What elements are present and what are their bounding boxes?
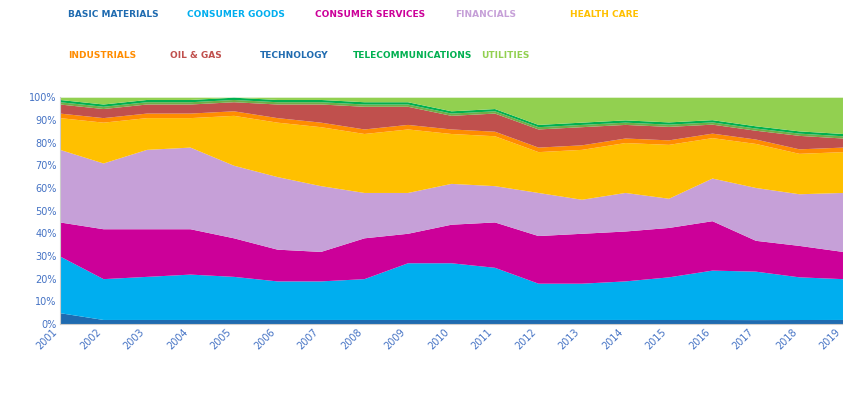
Text: INDUSTRIALS: INDUSTRIALS bbox=[68, 51, 136, 60]
Text: CONSUMER SERVICES: CONSUMER SERVICES bbox=[315, 10, 425, 19]
Text: UTILITIES: UTILITIES bbox=[481, 51, 529, 60]
Text: OIL & GAS: OIL & GAS bbox=[170, 51, 222, 60]
Text: TECHNOLOGY: TECHNOLOGY bbox=[260, 51, 328, 60]
Text: HEALTH CARE: HEALTH CARE bbox=[570, 10, 639, 19]
Text: FINANCIALS: FINANCIALS bbox=[455, 10, 517, 19]
Text: BASIC MATERIALS: BASIC MATERIALS bbox=[68, 10, 158, 19]
Text: CONSUMER GOODS: CONSUMER GOODS bbox=[187, 10, 285, 19]
Text: TELECOMMUNICATIONS: TELECOMMUNICATIONS bbox=[353, 51, 472, 60]
